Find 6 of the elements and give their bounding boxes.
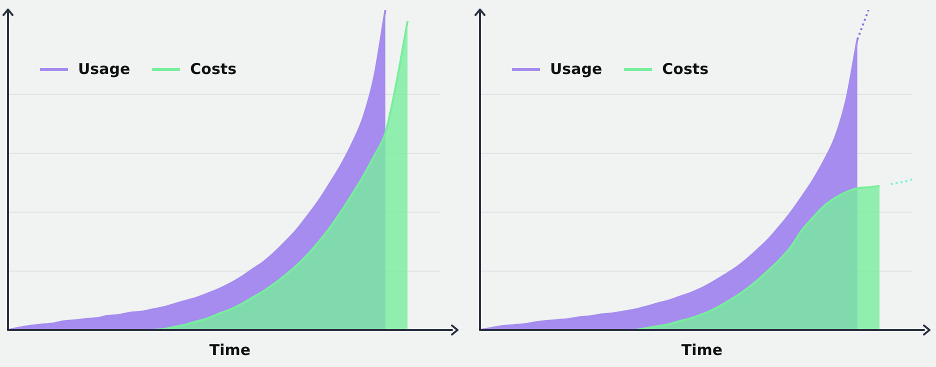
- legend-label: Usage: [550, 60, 602, 78]
- x-axis-title: Time: [209, 340, 251, 359]
- legend-label: Usage: [78, 60, 130, 78]
- x-axis-title: Time: [681, 340, 723, 359]
- legend-label: Costs: [662, 60, 708, 78]
- legend-label: Costs: [190, 60, 236, 78]
